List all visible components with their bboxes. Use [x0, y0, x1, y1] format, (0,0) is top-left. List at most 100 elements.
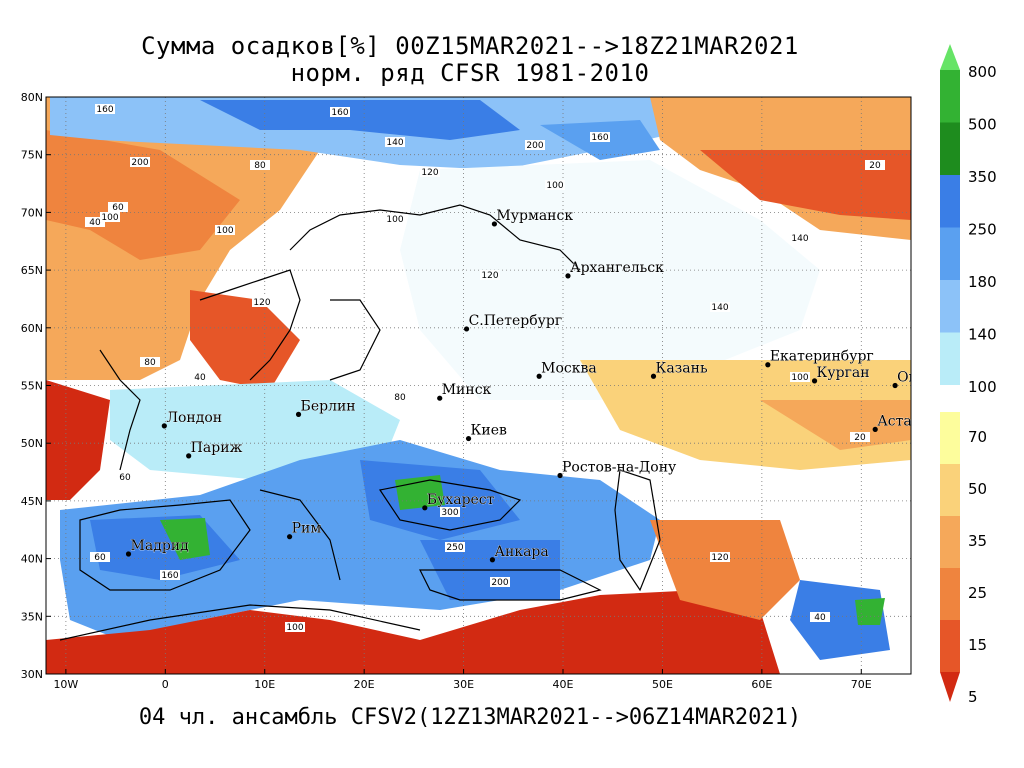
city-label: Мадрид [131, 538, 190, 554]
contour-label: 100 [100, 212, 120, 223]
ensemble-footer: 04 чл. ансамбль CFSV2(12Z13MAR2021-->06Z… [138, 705, 802, 730]
contour-label: 60 [90, 552, 110, 563]
city-dot [811, 378, 818, 384]
svg-text:40: 40 [814, 613, 826, 623]
lon-tick-label: 10W [53, 678, 78, 691]
svg-text:160: 160 [96, 105, 113, 115]
contour-label: 200 [130, 157, 150, 168]
colorbar-swatch [940, 620, 960, 672]
coastline-black-sea [379, 479, 522, 531]
colorbar-swatch [940, 332, 960, 385]
contour-label: 200 [490, 577, 510, 588]
svg-text:40: 40 [89, 218, 101, 228]
svg-text:40: 40 [194, 373, 206, 383]
svg-text:160: 160 [331, 108, 348, 118]
coastline-caspian [614, 469, 661, 592]
contour-label: 120 [710, 552, 730, 563]
lat-tick-label: 45N [21, 495, 43, 508]
colorbar-top-arrow [940, 44, 960, 70]
field-dry-west-core [46, 130, 240, 260]
svg-text:100: 100 [546, 181, 563, 191]
contour-label: 40 [85, 217, 105, 228]
svg-text:60: 60 [94, 553, 106, 563]
colorbar-swatch [940, 464, 960, 516]
contour-label: 80 [390, 392, 410, 403]
contour-label: 80 [140, 357, 160, 368]
field-dry-northeast-core [700, 150, 911, 220]
field-very-wet-central-asia [855, 598, 885, 625]
contour-label: 160 [590, 132, 610, 143]
field-dry-caspian [650, 520, 800, 620]
field-dry-south [46, 590, 780, 674]
contour-label: 60 [115, 472, 135, 483]
colorbar-label: 15 [968, 636, 987, 654]
lon-tick-label: 40E [553, 678, 574, 691]
city-label: Ростов-на-Дону [562, 460, 677, 476]
city-dot [422, 505, 428, 511]
city-label: Екатеринбург [770, 349, 874, 365]
contour-label: 100 [285, 622, 305, 633]
svg-text:60: 60 [112, 203, 124, 213]
city-label: Мурманск [496, 208, 573, 224]
city-label: Лондон [166, 410, 222, 426]
contour-label: 40 [190, 372, 210, 383]
coastline-anatolia [419, 569, 602, 601]
city-label: Бухарест [427, 492, 495, 508]
contour-label: 100 [385, 214, 405, 225]
city-label: Минск [442, 382, 492, 398]
city-dot [565, 273, 571, 279]
colorbar-swatch [940, 280, 960, 333]
field-dry-scandinavia [190, 290, 300, 390]
lat-tick-label: 40N [21, 553, 43, 566]
city-dot [295, 411, 302, 417]
colorbar-label: 100 [968, 378, 997, 396]
svg-text:120: 120 [421, 168, 438, 178]
city-dot [765, 362, 771, 368]
city-label: Астана [877, 413, 929, 429]
contour-label: 40 [810, 612, 830, 623]
colorbar-label: 5 [968, 688, 978, 706]
lat-tick-label: 75N [21, 149, 43, 162]
lon-tick-label: 30E [453, 678, 474, 691]
contour-label: 20 [865, 160, 885, 171]
svg-text:80: 80 [144, 358, 156, 368]
svg-text:250: 250 [446, 543, 463, 553]
city-label: Рим [292, 521, 322, 537]
lat-tick-label: 70N [21, 206, 43, 219]
city-label: Архангельск [570, 260, 664, 276]
colorbar-label: 25 [968, 584, 987, 602]
map-title: Сумма осадков[%] 00Z15MAR2021-->18Z21MAR… [141, 32, 799, 60]
lat-tick-label: 80N [21, 91, 43, 104]
lon-tick-label: 70E [851, 678, 872, 691]
contour-label: 140 [385, 137, 405, 148]
svg-text:100: 100 [101, 213, 118, 223]
colorbar-label: 500 [968, 116, 997, 134]
svg-text:100: 100 [791, 373, 808, 383]
svg-text:160: 160 [591, 133, 608, 143]
field-normal-russia [400, 160, 820, 400]
svg-text:20: 20 [854, 433, 866, 443]
city-dot [186, 453, 192, 459]
coastline-baltic [329, 299, 381, 381]
coastlines [59, 204, 661, 641]
lon-tick-label: 50E [652, 678, 673, 691]
contour-label: 100 [215, 225, 235, 236]
colorbar-label: 35 [968, 532, 987, 550]
city-dot [125, 551, 132, 557]
coastline-north [289, 204, 581, 271]
city-dot [491, 221, 498, 227]
contour-label: 200 [525, 140, 545, 151]
contour-label: 160 [330, 107, 350, 118]
map-subtitle: норм. ряд CFSR 1981-2010 [290, 59, 650, 87]
coastline-britain [99, 349, 141, 471]
colorbar-label: 70 [968, 428, 987, 446]
svg-text:120: 120 [253, 298, 270, 308]
svg-text:160: 160 [161, 571, 178, 581]
contour-label: 160 [160, 570, 180, 581]
field-very-wet-balkans [395, 475, 445, 510]
city-dot [872, 426, 878, 432]
lat-tick-label: 35N [21, 610, 43, 623]
lon-tick-label: 20E [354, 678, 375, 691]
city-dot [557, 472, 563, 479]
